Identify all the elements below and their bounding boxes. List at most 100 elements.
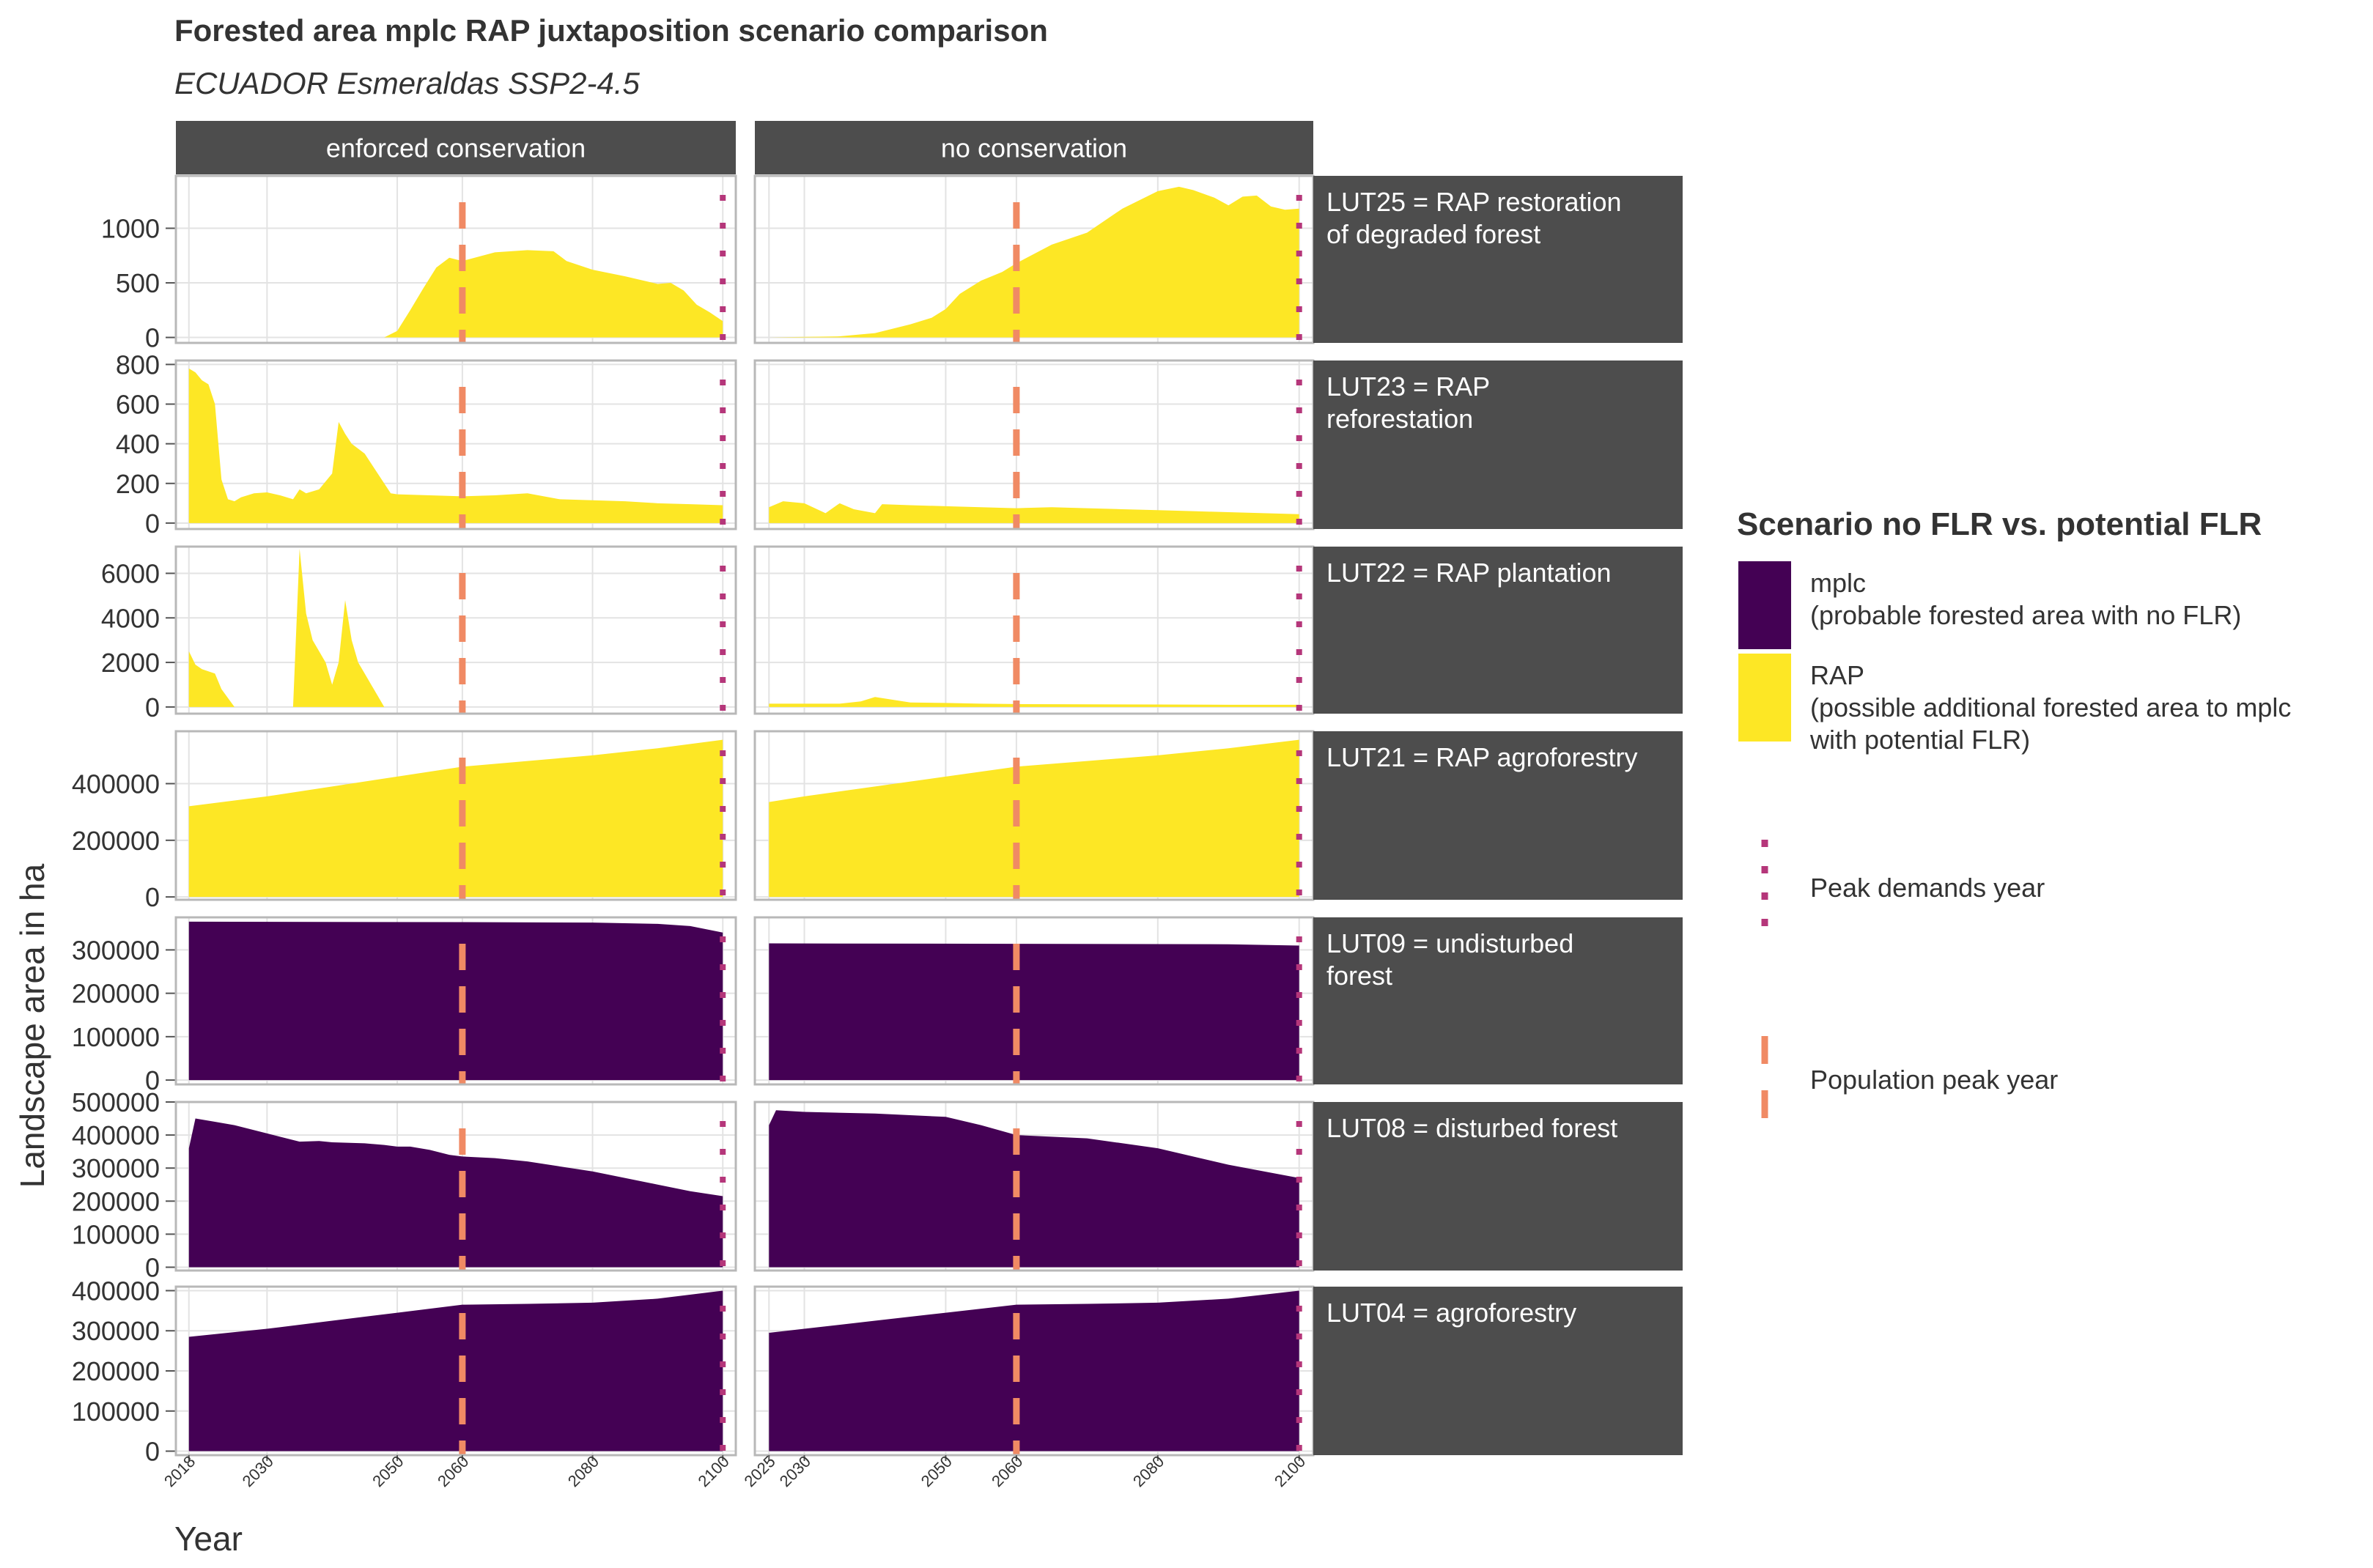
column-strip-0 bbox=[176, 121, 736, 174]
y-tick-label: 0 bbox=[145, 692, 160, 722]
panel-border bbox=[174, 545, 737, 715]
y-tick-label: 0 bbox=[145, 1437, 160, 1467]
panel-1-0 bbox=[174, 359, 737, 530]
y-axis-title: Landscape area in ha bbox=[13, 863, 51, 1188]
y-tick-label: 0 bbox=[145, 1252, 160, 1282]
y-tick-label: 400000 bbox=[72, 769, 160, 799]
x-tick-label: 2030 bbox=[239, 1452, 277, 1490]
y-tick-label: 300000 bbox=[72, 1316, 160, 1346]
y-tick-label: 0 bbox=[145, 323, 160, 353]
x-tick-label: 2025 bbox=[741, 1452, 779, 1490]
panel-border bbox=[174, 916, 737, 1086]
column-strip-label: enforced conservation bbox=[326, 133, 586, 163]
panel-background bbox=[755, 547, 1313, 714]
y-tick-label: 200000 bbox=[72, 1356, 160, 1386]
y-tick-label: 0 bbox=[145, 1065, 160, 1095]
panel-6-1 bbox=[753, 1285, 1315, 1457]
y-tick-label: 400 bbox=[116, 429, 160, 459]
panel-6-0 bbox=[174, 1285, 737, 1457]
y-tick-label: 400000 bbox=[72, 1276, 160, 1306]
panel-border bbox=[174, 359, 737, 530]
x-tick-label: 2100 bbox=[694, 1452, 732, 1490]
panel-4-0 bbox=[174, 916, 737, 1086]
y-tick-label: 4000 bbox=[101, 603, 160, 633]
row-strip-label: LUT25 = RAP restoration bbox=[1326, 187, 1622, 217]
panel-border bbox=[174, 730, 737, 901]
legend-label: mplc bbox=[1810, 568, 1866, 598]
y-tick-label: 0 bbox=[145, 509, 160, 539]
chart-subtitle: ECUADOR Esmeraldas SSP2-4.5 bbox=[174, 66, 641, 100]
x-axis-title: Year bbox=[174, 1520, 243, 1558]
legend-label: (probable forested area with no FLR) bbox=[1810, 600, 2241, 630]
row-strip-label: forest bbox=[1326, 961, 1392, 991]
area-series-RAP bbox=[188, 549, 723, 707]
legend-label: RAP bbox=[1810, 660, 1864, 690]
panel-background bbox=[176, 547, 736, 714]
row-strip-1 bbox=[1313, 360, 1683, 529]
panel-2-0 bbox=[174, 545, 737, 715]
row-strip-label: LUT23 = RAP bbox=[1326, 371, 1490, 402]
area-series-RAP bbox=[188, 250, 723, 338]
panel-4-1 bbox=[753, 916, 1315, 1086]
chart-title: Forested area mplc RAP juxtaposition sce… bbox=[174, 13, 1048, 48]
panel-5-0 bbox=[174, 1101, 737, 1272]
area-series-mplc bbox=[769, 1110, 1299, 1268]
area-series-mplc bbox=[188, 1290, 723, 1451]
row-strip-label: LUT21 = RAP agroforestry bbox=[1326, 742, 1638, 772]
area-series-mplc bbox=[769, 1290, 1299, 1451]
x-tick-label: 2100 bbox=[1271, 1452, 1309, 1490]
row-strip-4 bbox=[1313, 917, 1683, 1084]
panel-0-1 bbox=[753, 174, 1315, 344]
area-series-mplc bbox=[188, 1118, 723, 1268]
column-strip-label: no conservation bbox=[941, 133, 1127, 163]
area-series-RAP bbox=[188, 368, 723, 523]
panel-3-1 bbox=[753, 730, 1315, 901]
row-strip-label: LUT22 = RAP plantation bbox=[1326, 558, 1612, 588]
row-strip-5 bbox=[1313, 1102, 1683, 1271]
panel-0-0 bbox=[174, 174, 737, 344]
y-tick-label: 200000 bbox=[72, 1186, 160, 1216]
y-tick-label: 300000 bbox=[72, 1153, 160, 1183]
area-series-RAP bbox=[769, 739, 1299, 898]
panel-3-0 bbox=[174, 730, 737, 901]
row-strip-label: LUT04 = agroforestry bbox=[1326, 1298, 1576, 1328]
x-tick-label: 2080 bbox=[564, 1452, 602, 1490]
y-tick-label: 1000 bbox=[101, 214, 160, 244]
panel-2-1 bbox=[753, 545, 1315, 715]
column-strip-1 bbox=[755, 121, 1313, 174]
legend: Scenario no FLR vs. potential FLR mplc(pr… bbox=[1737, 506, 2291, 1128]
legend-label: (possible additional forested area to mp… bbox=[1810, 692, 2291, 722]
x-tick-label: 2060 bbox=[988, 1452, 1026, 1490]
row-strip-label: reforestation bbox=[1326, 404, 1473, 434]
y-tick-label: 100000 bbox=[72, 1219, 160, 1249]
y-tick-label: 200000 bbox=[72, 826, 160, 856]
y-tick-label: 500000 bbox=[72, 1087, 160, 1117]
row-strip-label: LUT08 = disturbed forest bbox=[1326, 1113, 1617, 1143]
legend-label: Population peak year bbox=[1810, 1065, 2058, 1095]
x-tick-label: 2060 bbox=[434, 1452, 472, 1490]
y-tick-label: 0 bbox=[145, 882, 160, 912]
legend-label: Peak demands year bbox=[1810, 873, 2045, 903]
panel-border bbox=[174, 1101, 737, 1272]
row-strip-0 bbox=[1313, 176, 1683, 343]
plot-area: enforced conservation no conservation0500… bbox=[72, 121, 1683, 1490]
legend-key-mplc bbox=[1738, 561, 1791, 649]
area-series-RAP bbox=[769, 697, 1299, 707]
y-tick-label: 300000 bbox=[72, 935, 160, 965]
area-series-mplc bbox=[769, 943, 1299, 1081]
y-tick-label: 100000 bbox=[72, 1022, 160, 1052]
x-tick-label: 2050 bbox=[369, 1452, 407, 1490]
area-series-mplc bbox=[188, 921, 723, 1081]
panel-border bbox=[174, 174, 737, 344]
legend-key-RAP bbox=[1738, 654, 1791, 742]
y-tick-label: 500 bbox=[116, 268, 160, 298]
legend-label: with potential FLR) bbox=[1809, 725, 2030, 755]
panel-1-1 bbox=[753, 359, 1315, 530]
y-tick-label: 400000 bbox=[72, 1120, 160, 1150]
y-tick-label: 200000 bbox=[72, 979, 160, 1009]
panel-5-1 bbox=[753, 1101, 1315, 1272]
y-tick-label: 100000 bbox=[72, 1397, 160, 1427]
panel-background bbox=[755, 360, 1313, 529]
y-tick-label: 6000 bbox=[101, 558, 160, 588]
